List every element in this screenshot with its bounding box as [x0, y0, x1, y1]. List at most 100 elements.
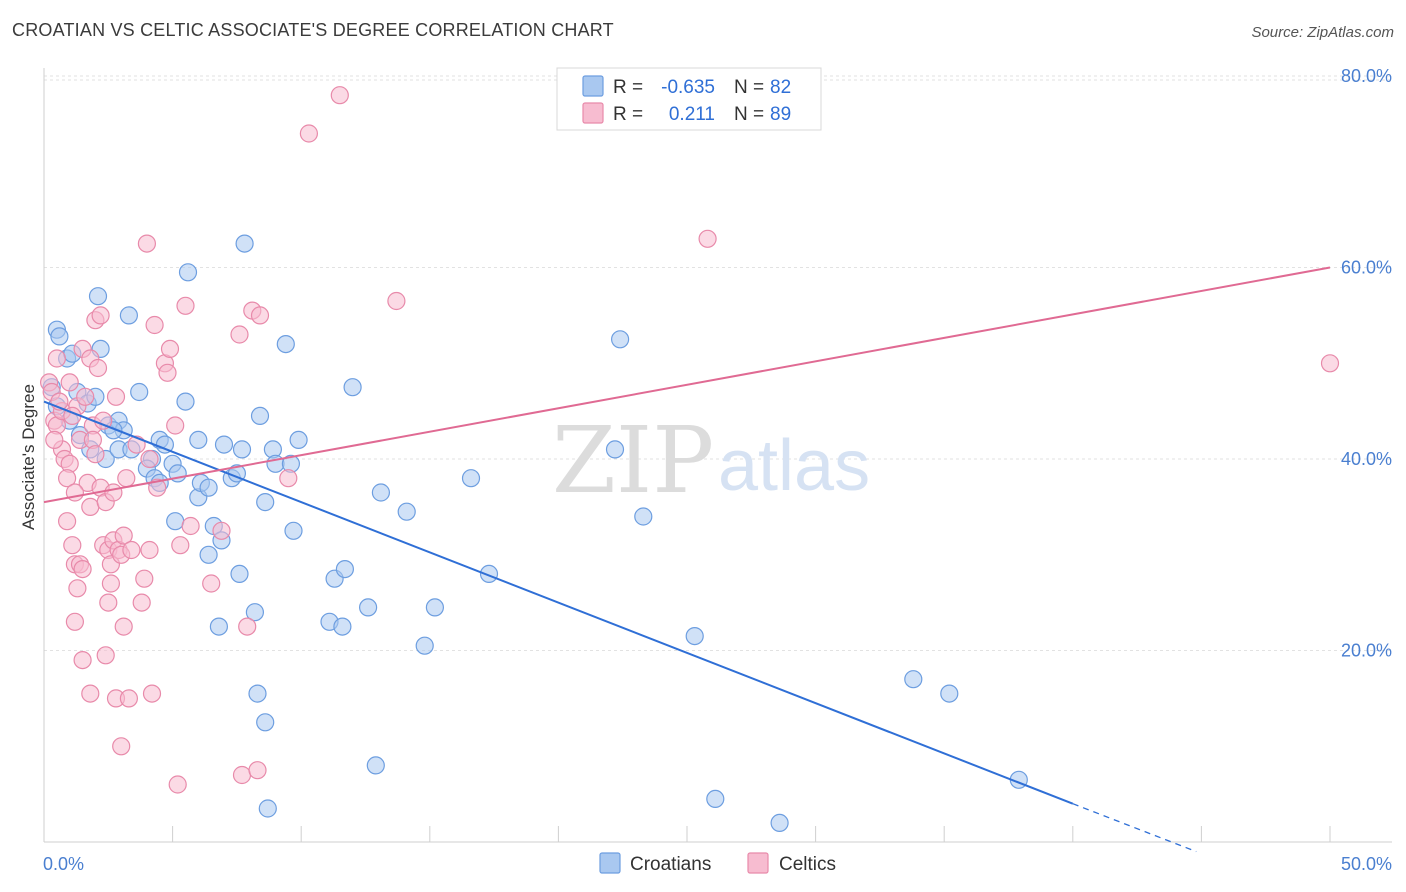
chart-title: CROATIAN VS CELTIC ASSOCIATE'S DEGREE CO… — [12, 20, 614, 40]
watermark-atlas: atlas — [718, 426, 870, 506]
point-croatians — [610, 330, 630, 349]
tick-labels: 20.0% 40.0% 60.0% 80.0% 0.0% 50.0% — [43, 66, 1392, 874]
point-celtics — [114, 617, 133, 636]
point-croatians — [130, 382, 149, 402]
point-celtics — [238, 617, 257, 636]
point-celtics — [81, 497, 100, 516]
point-croatians — [209, 617, 228, 636]
point-croatians — [284, 521, 303, 540]
point-celtics — [148, 478, 167, 497]
point-celtics — [99, 593, 118, 612]
point-celtics — [45, 430, 64, 449]
point-croatians — [199, 478, 218, 497]
point-croatians — [230, 564, 249, 584]
point-croatians — [176, 392, 195, 411]
point-croatians — [235, 234, 254, 253]
y-tick-label: 40.0% — [1341, 449, 1392, 469]
point-celtics — [57, 469, 77, 488]
point-celtics — [101, 574, 121, 593]
point-croatians — [904, 670, 923, 689]
point-croatians — [634, 507, 653, 526]
point-croatians — [189, 430, 208, 449]
point-celtics — [202, 574, 221, 593]
point-croatians — [166, 512, 185, 531]
point-celtics — [160, 339, 180, 358]
y-tick-label: 20.0% — [1341, 641, 1392, 661]
point-celtics — [166, 416, 185, 435]
point-croatians — [397, 502, 416, 521]
legend-r-label: R = — [613, 104, 643, 125]
point-celtics — [112, 737, 131, 756]
point-croatians — [245, 603, 264, 622]
point-croatians — [256, 493, 275, 512]
point-croatians — [248, 684, 267, 703]
point-celtics — [330, 86, 349, 105]
legend-n-value-croatians: 82 — [770, 77, 791, 98]
point-croatians — [88, 287, 108, 306]
point-celtics — [248, 761, 267, 780]
point-celtics — [1320, 354, 1340, 373]
y-axis-title: Associate's Degree — [19, 384, 38, 530]
point-croatians — [50, 327, 69, 346]
legend: R = -0.635 N = 82 R = 0.211 N = 89 — [556, 67, 822, 131]
watermark: ZIP atlas — [552, 407, 870, 514]
point-croatians — [333, 617, 352, 636]
x-tick-label: 0.0% — [43, 854, 84, 874]
point-croatians — [706, 789, 725, 809]
point-celtics — [117, 469, 136, 488]
point-croatians — [371, 483, 390, 502]
point-croatians — [461, 469, 481, 488]
point-croatians — [343, 378, 362, 397]
point-celtics — [171, 536, 190, 555]
legend-n-label: N = — [734, 104, 764, 125]
point-celtics — [57, 512, 77, 531]
point-celtics — [145, 315, 164, 335]
y-tick-label: 60.0% — [1341, 258, 1392, 278]
axes — [43, 68, 1392, 843]
legend-n-label: N = — [734, 77, 764, 98]
point-croatians — [605, 440, 625, 459]
point-celtics — [91, 306, 110, 325]
legend-swatch-croatians — [582, 75, 604, 97]
legend-r-value-croatians: -0.635 — [661, 77, 715, 98]
point-celtics — [81, 684, 100, 703]
point-celtics — [86, 445, 105, 464]
x-tick-label: 50.0% — [1341, 854, 1392, 874]
point-celtics — [96, 646, 115, 665]
point-celtics — [63, 536, 82, 555]
point-croatians — [276, 335, 295, 354]
point-celtics — [250, 306, 270, 325]
point-celtics — [60, 373, 79, 392]
point-croatians — [940, 684, 959, 703]
trend-line-croatians — [43, 400, 1074, 805]
bottom-legend: Croatians Celtics — [599, 852, 836, 875]
point-celtics — [698, 229, 717, 248]
point-croatians — [359, 598, 378, 617]
bottom-legend-label-croatians: Croatians — [630, 854, 711, 875]
point-celtics — [68, 579, 87, 598]
point-celtics — [119, 689, 138, 708]
point-celtics — [142, 684, 162, 703]
point-celtics — [73, 650, 92, 670]
point-celtics — [104, 483, 123, 502]
trend-line-celtics — [43, 266, 1331, 504]
point-celtics — [176, 296, 195, 315]
point-croatians — [199, 545, 218, 564]
point-celtics — [168, 775, 187, 794]
point-celtics — [88, 358, 108, 378]
bottom-legend-swatch-celtics — [747, 852, 769, 874]
point-celtics — [135, 569, 154, 588]
bottom-legend-swatch-croatians — [599, 852, 621, 874]
grid-lines — [44, 75, 1392, 651]
y-tick-label: 80.0% — [1341, 66, 1392, 86]
point-celtics — [232, 765, 252, 785]
source-label: Source: ZipAtlas.com — [1251, 24, 1394, 41]
trend-extension-croatians — [1072, 803, 1197, 853]
legend-swatch-celtics — [582, 102, 604, 124]
point-celtics — [212, 521, 231, 540]
point-celtics — [158, 363, 177, 382]
point-celtics — [279, 469, 298, 488]
point-celtics — [181, 516, 200, 536]
bottom-legend-label-celtics: Celtics — [779, 854, 836, 875]
